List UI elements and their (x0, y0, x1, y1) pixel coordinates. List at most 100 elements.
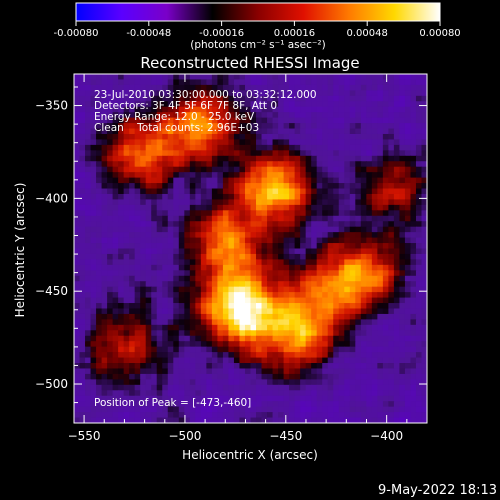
heatmap-cell (195, 226, 202, 233)
heatmap-cell (162, 264, 169, 271)
heatmap-cell (101, 243, 108, 250)
heatmap-cell (278, 112, 285, 119)
heatmap-cell (74, 95, 81, 102)
heatmap-cell (322, 90, 329, 97)
heatmap-cell (156, 248, 163, 255)
heatmap-cell (278, 406, 285, 413)
heatmap-cell (338, 215, 345, 222)
heatmap-cell (189, 74, 196, 81)
heatmap-cell (366, 74, 373, 81)
heatmap-cell (344, 95, 351, 102)
heatmap-cell (289, 123, 296, 130)
heatmap-cell (217, 226, 224, 233)
heatmap-cell (404, 79, 412, 86)
heatmap-cell (222, 106, 230, 113)
heatmap-cell (101, 166, 108, 173)
heatmap-cell (360, 341, 367, 348)
heatmap-cell (327, 406, 334, 413)
heatmap-cell (233, 275, 241, 282)
heatmap-cell (294, 232, 301, 239)
heatmap-cell (96, 177, 103, 184)
heatmap-cell (85, 379, 92, 386)
heatmap-cell (377, 117, 384, 124)
heatmap-cell (189, 183, 196, 190)
heatmap-cell (272, 303, 279, 310)
heatmap-cell (79, 95, 86, 102)
heatmap-cell (360, 84, 367, 91)
heatmap-cell (388, 395, 395, 402)
heatmap-cell (283, 74, 290, 81)
heatmap-cell (200, 335, 207, 342)
heatmap-cell (349, 106, 356, 113)
heatmap-cell (272, 292, 279, 299)
heatmap-cell (283, 139, 290, 146)
heatmap-cell (349, 417, 356, 423)
heatmap-cell (322, 166, 329, 173)
heatmap-cell (162, 412, 169, 419)
heatmap-cell (377, 308, 384, 315)
heatmap-cell (261, 264, 268, 271)
heatmap-cell (74, 352, 81, 359)
heatmap-cell (294, 84, 301, 91)
heatmap-cell (195, 357, 202, 364)
heatmap-cell (256, 161, 263, 168)
heatmap-cell (355, 253, 362, 261)
heatmap-cell (222, 406, 230, 413)
heatmap-cell (96, 363, 103, 370)
heatmap-cell (267, 150, 274, 157)
heatmap-cell (244, 297, 252, 304)
heatmap-cell (211, 128, 219, 135)
heatmap-cell (327, 177, 334, 184)
heatmap-cell (404, 253, 412, 261)
heatmap-cell (322, 210, 329, 217)
heatmap-cell (123, 335, 130, 342)
heatmap-cell (421, 417, 427, 423)
heatmap-cell (404, 335, 412, 342)
heatmap-cell (134, 74, 141, 81)
heatmap-cell (349, 177, 356, 184)
heatmap-cell (74, 417, 81, 423)
heatmap-cell (107, 401, 114, 408)
heatmap-cell (74, 183, 81, 190)
heatmap-cell (90, 324, 97, 331)
heatmap-cell (316, 237, 323, 244)
heatmap-cell (311, 133, 318, 141)
heatmap-cell (140, 379, 147, 386)
heatmap-cell (360, 150, 367, 157)
heatmap-cell (338, 412, 345, 419)
heatmap-cell (85, 264, 92, 271)
heatmap-cell (261, 253, 268, 261)
heatmap-cell (322, 292, 329, 299)
heatmap-cell (305, 161, 312, 168)
heatmap-cell (377, 155, 384, 162)
heatmap-cell (244, 395, 252, 402)
heatmap-cell (294, 286, 301, 293)
heatmap-cell (338, 117, 345, 124)
heatmap-cell (272, 101, 279, 108)
heatmap-cell (399, 406, 406, 413)
heatmap-cell (355, 297, 362, 304)
heatmap-cell (206, 319, 213, 326)
heatmap-cell (377, 123, 384, 130)
heatmap-cell (123, 308, 130, 315)
heatmap-cell (107, 215, 114, 222)
heatmap-cell (107, 199, 114, 206)
heatmap-cell (85, 335, 92, 342)
heatmap-cell (360, 74, 367, 81)
heatmap-cell (129, 232, 136, 239)
heatmap-cell (278, 373, 285, 380)
heatmap-cell (156, 264, 163, 271)
heatmap-cell (145, 226, 152, 233)
heatmap-cell (333, 346, 340, 353)
heatmap-cell (399, 232, 406, 239)
heatmap-cell (195, 166, 202, 173)
heatmap-cell (79, 357, 86, 364)
heatmap-cell (112, 177, 119, 184)
heatmap-cell (344, 139, 351, 146)
heatmap-cell (333, 248, 340, 255)
heatmap-cell (382, 417, 389, 423)
heatmap-cell (79, 161, 86, 168)
heatmap-cell (415, 161, 423, 168)
heatmap-cell (333, 101, 340, 108)
heatmap-cell (233, 210, 241, 217)
